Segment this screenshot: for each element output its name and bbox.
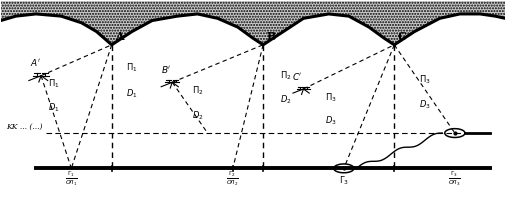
Text: $D_2$: $D_2$ [191,109,203,122]
Text: $\frac{\Gamma_2}{O\!Л_2}$: $\frac{\Gamma_2}{O\!Л_2}$ [226,169,239,188]
Text: C: C [396,31,406,42]
Text: $D_3$: $D_3$ [418,98,430,111]
Text: B: B [266,31,275,42]
Text: $D_1$: $D_1$ [126,87,137,100]
Polygon shape [1,1,504,45]
Text: KK ... (...): KK ... (...) [6,123,42,131]
Text: $D_3$: $D_3$ [325,115,336,127]
Text: $\Pi_3$: $\Pi_3$ [418,74,430,86]
Text: $\Pi_1$: $\Pi_1$ [48,77,59,90]
Text: $\Pi_2$: $\Pi_2$ [279,69,291,82]
Text: $\Pi_1$: $\Pi_1$ [126,62,137,74]
Text: $\Pi_3$: $\Pi_3$ [325,91,336,104]
Text: $\frac{\Gamma_3}{O\!Л_3}$: $\frac{\Gamma_3}{O\!Л_3}$ [447,169,461,188]
Text: $D_1$: $D_1$ [48,101,60,114]
Text: $\Gamma_3$: $\Gamma_3$ [338,175,348,187]
Text: A: A [115,31,123,42]
Text: $C'$: $C'$ [291,71,302,82]
Text: $B'$: $B'$ [161,64,171,75]
Text: $D_2$: $D_2$ [279,94,291,106]
Text: $\frac{\Gamma_1}{O\!Л_1}$: $\frac{\Gamma_1}{O\!Л_1}$ [65,169,78,188]
Text: $\Pi_2$: $\Pi_2$ [191,85,203,97]
Text: $A'$: $A'$ [29,57,40,68]
